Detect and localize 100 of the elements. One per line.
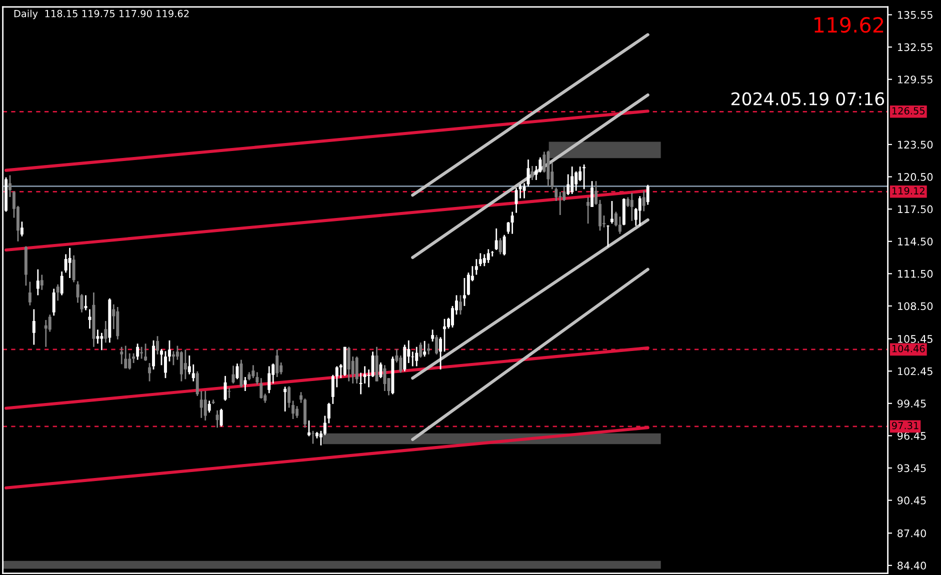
candlestick bbox=[558, 191, 562, 216]
candlestick bbox=[462, 277, 466, 307]
candlestick bbox=[72, 254, 76, 283]
candlestick bbox=[618, 216, 622, 235]
ref-line-label: 104.46 bbox=[892, 344, 925, 352]
y-tick-label: 111.50 bbox=[898, 270, 933, 278]
y-tick-label: 114.50 bbox=[898, 238, 933, 246]
candlestick bbox=[474, 258, 478, 276]
candlestick bbox=[284, 386, 287, 412]
y-tick-label: 102.45 bbox=[898, 367, 932, 376]
candlestick bbox=[60, 270, 64, 296]
candlestick bbox=[638, 195, 642, 226]
candlestick bbox=[140, 346, 144, 360]
candlestick bbox=[96, 328, 100, 344]
candlestick bbox=[32, 308, 36, 346]
candlestick bbox=[8, 174, 12, 198]
candlestick bbox=[435, 334, 438, 356]
y-tick-label: 120.50 bbox=[898, 173, 933, 181]
candlestick bbox=[498, 237, 502, 255]
candlestick bbox=[172, 350, 175, 366]
candlestick bbox=[216, 410, 219, 428]
candlestick bbox=[84, 294, 88, 311]
candlestick bbox=[240, 359, 243, 388]
y-tick-label: 123.50 bbox=[898, 140, 933, 149]
candlestick bbox=[164, 350, 167, 379]
candlestick bbox=[458, 294, 462, 316]
y-tick-label: 108.50 bbox=[898, 302, 933, 310]
candlestick bbox=[56, 284, 60, 302]
candlestick bbox=[52, 288, 56, 316]
candlestick bbox=[292, 400, 295, 420]
candlestick bbox=[28, 281, 32, 306]
candlestick bbox=[554, 186, 558, 202]
candlestick bbox=[590, 180, 594, 208]
candlestick bbox=[494, 228, 498, 251]
candlestick bbox=[224, 375, 227, 402]
candlestick bbox=[347, 346, 350, 382]
candlestick bbox=[88, 308, 92, 330]
candlestick bbox=[574, 170, 578, 192]
candlestick bbox=[124, 345, 128, 370]
candlestick bbox=[403, 344, 406, 372]
candlestick bbox=[642, 190, 646, 212]
candlestick bbox=[40, 274, 44, 291]
y-tick-label: 84.40 bbox=[898, 562, 926, 570]
y-tick-label: 93.45 bbox=[898, 464, 926, 472]
candlestick bbox=[502, 234, 506, 256]
candlestick bbox=[530, 165, 534, 181]
candlestick bbox=[363, 366, 366, 384]
candlestick bbox=[36, 268, 40, 296]
candlestick bbox=[439, 336, 442, 370]
candlestick bbox=[383, 364, 386, 392]
candlestick bbox=[120, 346, 124, 365]
candlestick bbox=[268, 366, 271, 394]
candlestick bbox=[100, 332, 104, 351]
candlestick bbox=[586, 196, 590, 224]
candlestick bbox=[148, 362, 152, 382]
candlestick bbox=[228, 387, 231, 399]
candlestick bbox=[606, 224, 610, 248]
candlestick bbox=[490, 250, 494, 258]
candlestick bbox=[104, 320, 108, 344]
y-tick-label: 135.55 bbox=[898, 10, 932, 19]
candlestick bbox=[423, 340, 426, 358]
candlestick bbox=[594, 180, 598, 206]
candlestick bbox=[192, 364, 195, 382]
candlestick bbox=[566, 174, 570, 196]
candlestick bbox=[311, 430, 314, 444]
candlestick bbox=[244, 376, 247, 392]
candlestick bbox=[486, 248, 490, 264]
candlestick bbox=[296, 405, 299, 419]
y-tick-label: 132.55 bbox=[898, 43, 932, 52]
ref-line-label: 97.31 bbox=[892, 422, 918, 430]
y-tick-label: 99.45 bbox=[898, 400, 926, 408]
annotation: 119.62 bbox=[814, 17, 884, 33]
candlestick bbox=[204, 390, 207, 422]
candlestick bbox=[48, 314, 52, 332]
y-tick-label: 105.45 bbox=[898, 335, 932, 343]
candlestick bbox=[252, 364, 255, 379]
ref-line-label: 126.55 bbox=[892, 107, 925, 114]
candlestick bbox=[415, 346, 418, 367]
candlestick bbox=[510, 211, 514, 235]
chart-title: Daily 118.15 119.75 117.90 119.62 bbox=[14, 10, 189, 20]
y-tick-label: 90.45 bbox=[898, 496, 926, 504]
candlestick bbox=[582, 164, 586, 190]
candlestick bbox=[379, 362, 382, 379]
candlestick bbox=[144, 342, 148, 362]
candlestick bbox=[443, 318, 446, 352]
ref-line-label: 119.12 bbox=[892, 187, 924, 194]
candlestick bbox=[128, 352, 132, 370]
candlestick bbox=[630, 192, 634, 222]
candlestick bbox=[136, 342, 140, 360]
candlestick bbox=[300, 391, 303, 404]
candlestick bbox=[610, 200, 614, 224]
candlestick bbox=[514, 187, 518, 214]
candlestick bbox=[419, 342, 422, 358]
candlestick bbox=[220, 408, 223, 428]
candlestick bbox=[44, 319, 48, 348]
candlestick bbox=[184, 348, 187, 380]
y-tick-label: 129.55 bbox=[898, 76, 932, 84]
candlestick bbox=[355, 356, 358, 384]
candlestick bbox=[427, 342, 430, 356]
candlestick bbox=[598, 199, 602, 232]
